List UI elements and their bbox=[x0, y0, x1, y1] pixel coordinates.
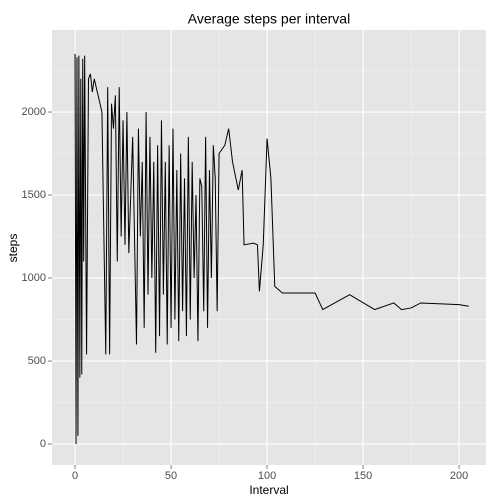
y-tick-label: 1500 bbox=[22, 189, 46, 201]
data-line bbox=[74, 53, 469, 445]
x-tick-label: 100 bbox=[258, 470, 276, 482]
y-tick-label: 500 bbox=[28, 355, 46, 367]
y-tick-label: 0 bbox=[40, 438, 46, 450]
y-axis-label: steps bbox=[6, 234, 20, 263]
x-tick-label: 200 bbox=[450, 470, 468, 482]
y-tick-label: 1000 bbox=[22, 272, 46, 284]
plot-panel bbox=[52, 30, 486, 465]
x-tick-label: 150 bbox=[354, 470, 372, 482]
y-tick-label: 2000 bbox=[22, 106, 46, 118]
chart-title: Average steps per interval bbox=[188, 11, 350, 27]
x-tick-label: 50 bbox=[165, 470, 177, 482]
x-axis-label: Interval bbox=[249, 483, 288, 497]
x-tick-label: 0 bbox=[72, 470, 78, 482]
